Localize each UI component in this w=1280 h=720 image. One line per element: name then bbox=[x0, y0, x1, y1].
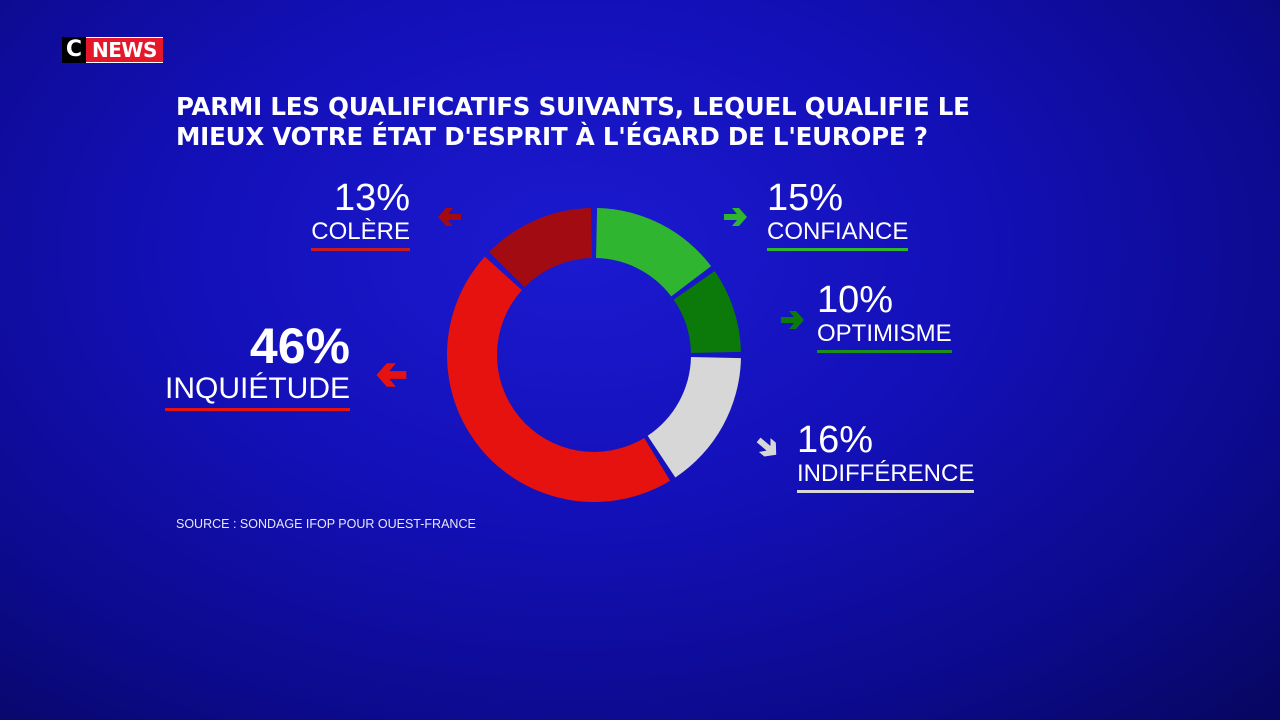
arrow-colere-icon bbox=[438, 208, 461, 226]
name-optimisme: OPTIMISME bbox=[817, 320, 952, 353]
pct-colere: 13% bbox=[333, 177, 410, 219]
pct-indifference: 16% bbox=[797, 419, 874, 461]
label-confiance: 15% CONFIANCE bbox=[767, 177, 909, 251]
label-colere: 13% COLÈRE bbox=[300, 178, 410, 251]
label-indifference: 16% INDIFFÉRENCE bbox=[797, 419, 975, 493]
name-confiance: CONFIANCE bbox=[767, 218, 909, 251]
donut-slice-indifférence bbox=[647, 357, 741, 478]
arrow-indifference-icon bbox=[756, 437, 777, 457]
pct-optimisme: 10% bbox=[817, 279, 894, 321]
donut-slice-inquiétude bbox=[447, 256, 671, 502]
pct-inquietude: 46% bbox=[249, 318, 350, 374]
name-colere: COLÈRE bbox=[311, 218, 410, 251]
logo-news: NEWS bbox=[86, 37, 163, 63]
label-inquietude: 46% INQUIÉTUDE bbox=[140, 320, 350, 411]
donut-slice-optimisme bbox=[673, 271, 741, 353]
cnews-logo: C NEWS bbox=[62, 37, 163, 63]
arrow-inquietude-icon bbox=[376, 363, 407, 387]
name-indifference: INDIFFÉRENCE bbox=[797, 460, 975, 493]
donut-slice-colère bbox=[488, 208, 592, 288]
arrow-optimisme-icon bbox=[781, 311, 804, 329]
source-note: SOURCE : SONDAGE IFOP POUR OUEST-FRANCE bbox=[176, 517, 476, 531]
logo-c: C bbox=[62, 37, 86, 63]
name-inquietude: INQUIÉTUDE bbox=[164, 372, 350, 411]
pct-confiance: 15% bbox=[767, 177, 844, 219]
donut-slice-confiance bbox=[596, 208, 712, 297]
arrow-confiance-icon bbox=[724, 208, 747, 226]
label-optimisme: 10% OPTIMISME bbox=[817, 280, 952, 353]
chart-title: PARMI LES QUALIFICATIFS SUIVANTS, LEQUEL… bbox=[176, 92, 970, 151]
